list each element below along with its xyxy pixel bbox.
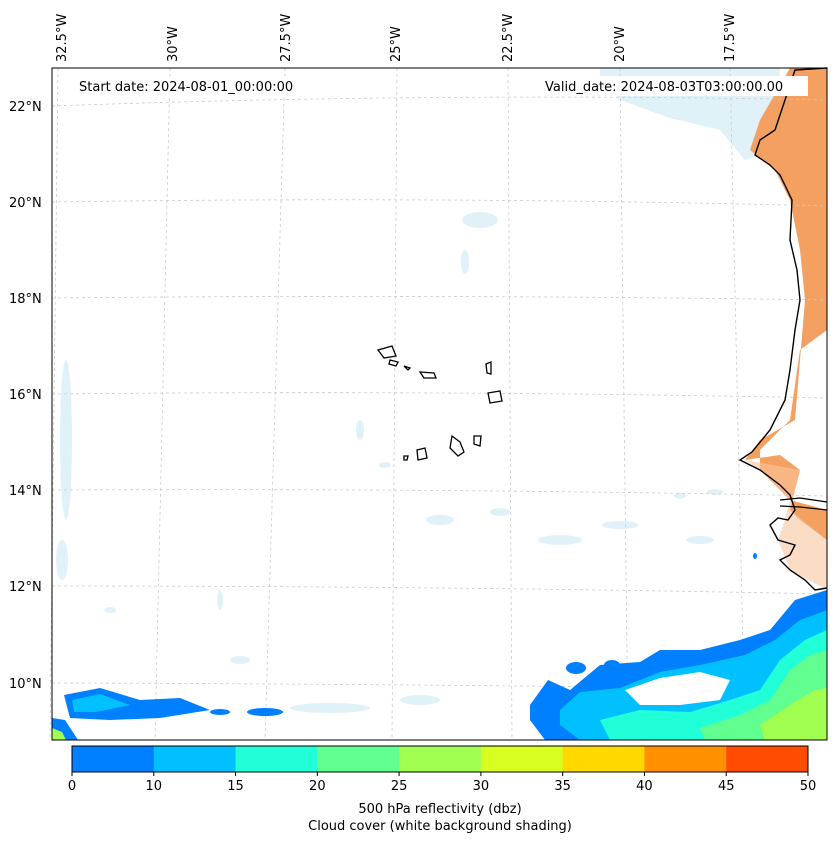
colorbar-tick-label: 10	[146, 779, 163, 794]
colorbar-tick-label: 45	[718, 779, 735, 794]
cape-verde-islands	[376, 345, 503, 461]
reflectivity-shading	[52, 553, 827, 740]
lon-label: 27.5°W	[279, 14, 294, 62]
map-frame	[51, 67, 828, 741]
colorbar-segment	[480, 746, 564, 772]
longitude-labels: 32.5°W 30°W 27.5°W 25°W 22.5°W 20°W 17.5…	[55, 14, 738, 62]
lon-label: 30°W	[166, 26, 181, 62]
lon-label: 25°W	[389, 26, 404, 62]
ocean-background	[52, 68, 827, 740]
colorbar-tick-label: 20	[309, 779, 326, 794]
colorbar-segment	[644, 746, 727, 772]
colorbar-segment	[562, 746, 645, 772]
lat-label: 22°N	[9, 100, 42, 115]
graticule	[49, 67, 828, 741]
coastline-gambia	[779, 497, 828, 511]
lon-label: 22.5°W	[501, 14, 516, 62]
colorbar-segment	[399, 746, 482, 772]
latitude-labels: 22°N 20°N 18°N 16°N 14°N 12°N 10°N	[9, 100, 42, 692]
colorbar-segment	[726, 746, 809, 772]
colorbar-sublabel: Cloud cover (white background shading)	[308, 819, 572, 834]
dust-shading	[745, 68, 827, 540]
valid-date-label: Valid_date: 2024-08-03T03:00:00.00	[545, 80, 783, 95]
lat-label: 20°N	[9, 196, 42, 211]
colorbar-tick-label: 50	[800, 779, 817, 794]
colorbar-tick-label: 30	[473, 779, 490, 794]
colorbar-segment	[72, 746, 155, 772]
colorbar-tick-label: 0	[68, 779, 76, 794]
start-date-box	[70, 76, 315, 96]
colorbar-segment	[153, 746, 237, 772]
map-panel: Start date: 2024-08-01_00:00:00 Valid_da…	[49, 67, 828, 741]
colorbar-segment	[317, 746, 400, 772]
start-date-label: Start date: 2024-08-01_00:00:00	[79, 80, 293, 95]
lon-label: 17.5°W	[723, 14, 738, 62]
colorbar-frame	[71, 745, 809, 773]
lat-label: 14°N	[9, 484, 42, 499]
lat-label: 10°N	[9, 677, 42, 692]
colorbar-tick-label: 15	[227, 779, 244, 794]
dust-shading-light	[745, 460, 827, 590]
colorbar-label: 500 hPa reflectivity (dbz)	[358, 802, 521, 817]
lat-label: 16°N	[9, 388, 42, 403]
colorbar-segment	[235, 746, 318, 772]
coastline-africa	[738, 67, 828, 591]
lon-label: 20°W	[613, 26, 628, 62]
lat-label: 18°N	[9, 292, 42, 307]
lat-label: 12°N	[9, 580, 42, 595]
colorbar-tick-label: 25	[391, 779, 408, 794]
colorbar: 0 10 15 20 25 30 35 40 45 50	[68, 745, 817, 794]
lon-label: 32.5°W	[55, 14, 70, 62]
valid-date-box	[538, 76, 808, 96]
colorbar-tick-label: 40	[636, 779, 653, 794]
colorbar-tick-label: 35	[554, 779, 571, 794]
